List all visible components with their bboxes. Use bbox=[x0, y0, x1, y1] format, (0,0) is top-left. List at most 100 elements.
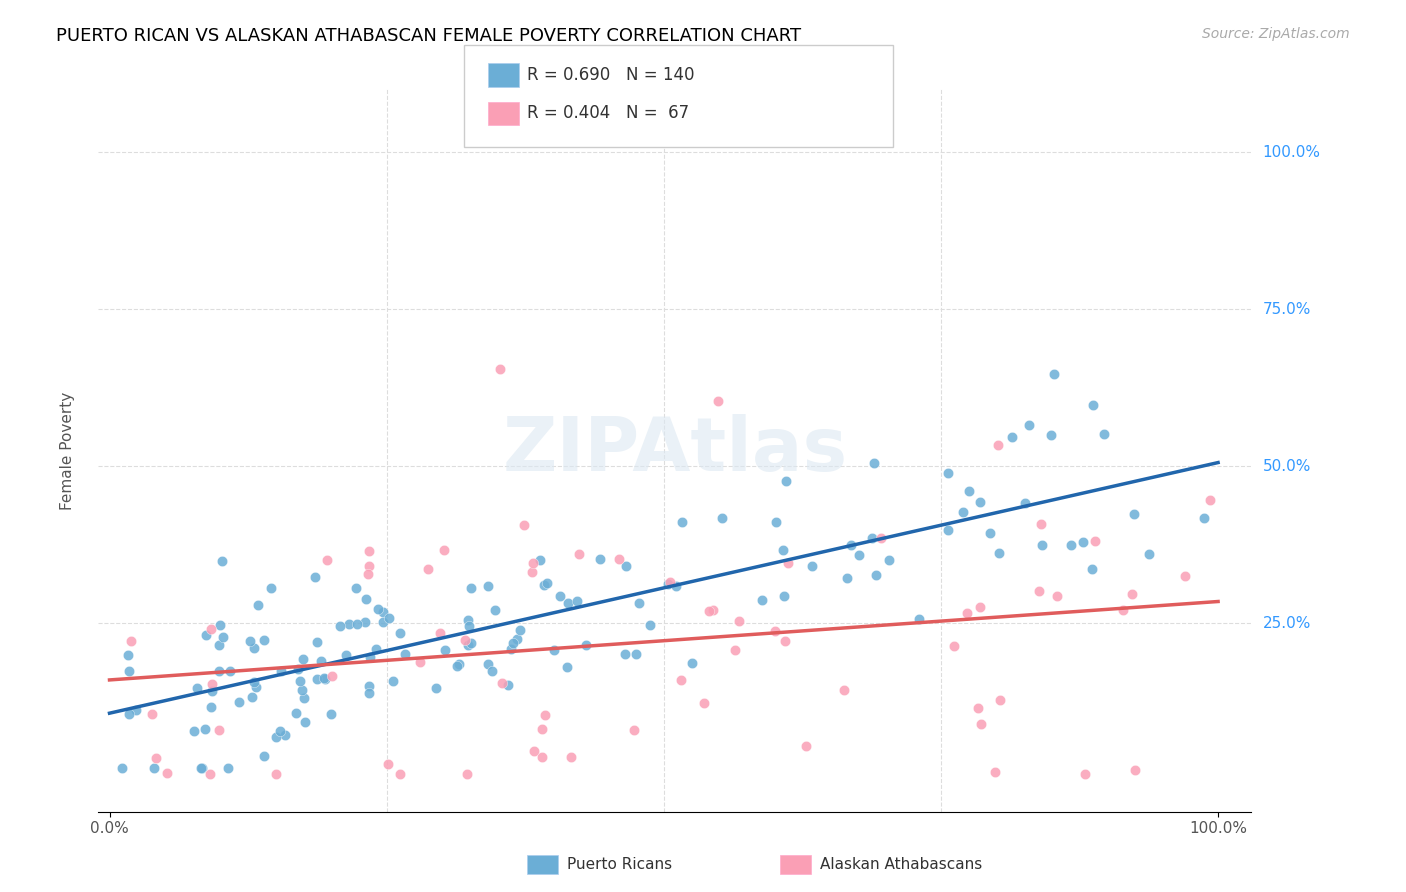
Point bbox=[212, 630, 235, 644]
Point bbox=[575, 638, 598, 652]
Point bbox=[357, 686, 380, 700]
Point bbox=[367, 601, 389, 615]
Point bbox=[288, 674, 311, 689]
Point bbox=[534, 708, 557, 723]
Point bbox=[264, 767, 287, 781]
Point bbox=[693, 697, 716, 711]
Point bbox=[309, 654, 332, 668]
Point bbox=[434, 643, 457, 657]
Point bbox=[145, 751, 167, 765]
Point bbox=[1000, 430, 1022, 444]
Point bbox=[409, 655, 432, 669]
Point bbox=[1018, 418, 1040, 433]
Point bbox=[778, 556, 800, 570]
Point bbox=[863, 457, 886, 471]
Point bbox=[142, 761, 165, 775]
Point bbox=[260, 581, 283, 595]
Point bbox=[491, 675, 513, 690]
Point bbox=[801, 558, 824, 573]
Point bbox=[1071, 535, 1094, 549]
Point bbox=[378, 611, 401, 625]
Point bbox=[988, 692, 1011, 706]
Point bbox=[869, 531, 891, 545]
Point bbox=[460, 581, 482, 595]
Point bbox=[979, 526, 1001, 541]
Point bbox=[665, 579, 688, 593]
Point bbox=[531, 749, 554, 764]
Point bbox=[111, 761, 134, 775]
Point bbox=[389, 767, 412, 781]
Point bbox=[200, 700, 222, 714]
Point bbox=[291, 682, 314, 697]
Point bbox=[1081, 562, 1104, 576]
Point bbox=[200, 622, 222, 636]
Point bbox=[502, 636, 524, 650]
Point bbox=[1111, 603, 1133, 617]
Point bbox=[1137, 548, 1160, 562]
Point bbox=[724, 643, 747, 657]
Point bbox=[200, 677, 222, 691]
Point bbox=[1084, 534, 1107, 549]
Point bbox=[1123, 764, 1146, 778]
Point bbox=[269, 724, 291, 739]
Point bbox=[548, 589, 571, 603]
Point bbox=[481, 665, 503, 679]
Point bbox=[344, 581, 367, 595]
Point bbox=[1040, 428, 1063, 442]
Point bbox=[614, 559, 637, 574]
Point bbox=[429, 625, 451, 640]
Point bbox=[484, 603, 506, 617]
Point bbox=[520, 565, 543, 579]
Point bbox=[536, 575, 558, 590]
Point bbox=[839, 538, 862, 552]
Point bbox=[936, 523, 959, 537]
Point bbox=[710, 511, 733, 525]
Point bbox=[416, 562, 439, 576]
Point bbox=[198, 767, 221, 781]
Point bbox=[208, 723, 231, 737]
Point bbox=[1192, 510, 1215, 524]
Text: R = 0.404   N =  67: R = 0.404 N = 67 bbox=[527, 104, 689, 122]
Point bbox=[457, 638, 479, 652]
Point bbox=[1123, 507, 1146, 521]
Point bbox=[208, 617, 231, 632]
Point bbox=[529, 553, 551, 567]
Point bbox=[314, 671, 336, 685]
Point bbox=[1092, 427, 1115, 442]
Point bbox=[1174, 569, 1197, 583]
Point bbox=[681, 656, 703, 670]
Point bbox=[956, 606, 979, 620]
Point bbox=[987, 437, 1010, 451]
Point bbox=[506, 632, 529, 646]
Text: R = 0.690   N = 140: R = 0.690 N = 140 bbox=[527, 66, 695, 84]
Point bbox=[388, 626, 411, 640]
Point bbox=[627, 595, 650, 609]
Point bbox=[477, 579, 499, 593]
Point bbox=[454, 633, 477, 648]
Point bbox=[304, 570, 326, 584]
Point bbox=[671, 673, 693, 687]
Point bbox=[832, 683, 855, 698]
Point bbox=[1199, 492, 1222, 507]
Text: 25.0%: 25.0% bbox=[1263, 615, 1310, 631]
Point bbox=[117, 648, 139, 662]
Point bbox=[208, 638, 231, 652]
Text: 100.0%: 100.0% bbox=[1263, 145, 1320, 160]
Point bbox=[335, 648, 357, 663]
Point bbox=[848, 548, 870, 562]
Point bbox=[589, 552, 612, 566]
Point bbox=[657, 577, 679, 591]
Point bbox=[772, 542, 794, 557]
Point bbox=[614, 647, 637, 661]
Point bbox=[1046, 589, 1069, 603]
Point bbox=[200, 684, 222, 698]
Point bbox=[219, 664, 242, 678]
Point bbox=[346, 616, 368, 631]
Point bbox=[457, 619, 479, 633]
Point bbox=[156, 766, 179, 780]
Point bbox=[765, 624, 787, 638]
Point bbox=[242, 641, 264, 656]
Point bbox=[775, 474, 797, 488]
Y-axis label: Female Poverty: Female Poverty bbox=[60, 392, 75, 509]
Point bbox=[1014, 496, 1036, 510]
